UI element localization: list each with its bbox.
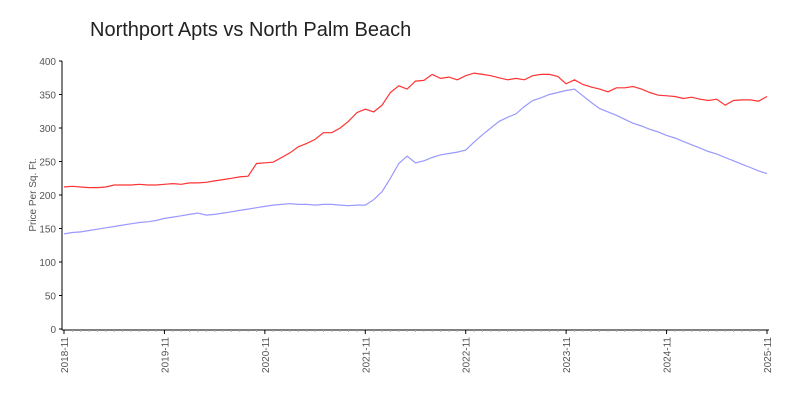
x-tick-label: 2024-11: [663, 337, 674, 373]
y-axis-label: Price Per Sq. Ft.: [28, 158, 39, 231]
x-tick-label: 2022-11: [462, 337, 473, 373]
x-tick-label: 2020-11: [261, 337, 272, 373]
x-tick-label: 2025-11: [763, 337, 774, 373]
y-tick-label: 250: [39, 158, 56, 169]
chart-title: Northport Apts vs North Palm Beach: [90, 19, 411, 41]
series-lines: [63, 72, 768, 235]
x-tick-label: 2019-11: [160, 337, 171, 373]
x-tick-label: 2018-11: [60, 337, 71, 373]
y-tick-label: 350: [39, 91, 56, 102]
y-tick-label: 50: [45, 292, 57, 303]
y-tick-label: 0: [50, 325, 56, 336]
y-tick-label: 200: [39, 191, 56, 202]
series-line-1: [63, 72, 768, 189]
y-tick-label: 150: [39, 225, 56, 236]
y-tick-label: 300: [39, 124, 56, 135]
y-tick-label: 400: [39, 57, 56, 68]
x-tick-label: 2023-11: [562, 337, 573, 373]
series-line-2: [63, 88, 768, 235]
x-tick-label: 2021-11: [361, 337, 372, 373]
axes: 0 50 100 150 200 250 300 350 400 2018-11 2019-11 20…: [39, 57, 774, 373]
y-tick-label: 100: [39, 258, 56, 269]
